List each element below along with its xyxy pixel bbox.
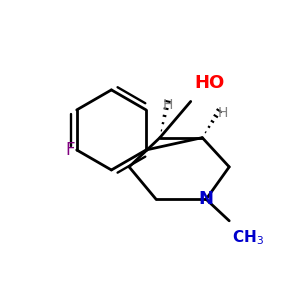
Text: HO: HO [195, 74, 225, 92]
Text: CH$_3$: CH$_3$ [232, 229, 263, 247]
Text: F: F [65, 141, 74, 159]
Text: N: N [199, 190, 214, 208]
Text: H: H [218, 106, 228, 120]
Text: H: H [162, 98, 173, 112]
